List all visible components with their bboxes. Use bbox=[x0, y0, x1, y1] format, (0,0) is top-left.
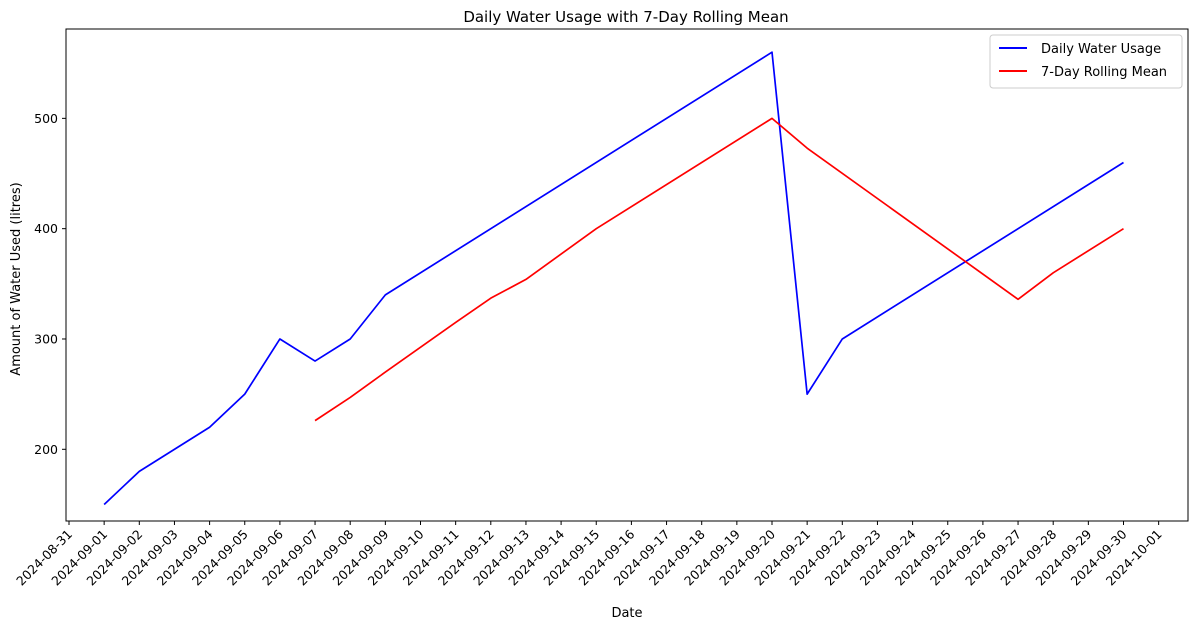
series-line-1 bbox=[314, 117, 1124, 422]
legend-frame bbox=[989, 34, 1183, 89]
chart-title: Daily Water Usage with 7-Day Rolling Mea… bbox=[463, 8, 788, 26]
y-tick-label: 400 bbox=[34, 221, 58, 236]
x-axis-label: Date bbox=[611, 606, 642, 621]
plot-frame bbox=[65, 28, 1189, 522]
y-tick-label: 500 bbox=[34, 111, 58, 126]
y-axis-ticks: 200 300 400 500 bbox=[34, 111, 66, 457]
y-axis-label: Amount of Water Used (litres) bbox=[9, 182, 24, 375]
legend-label-rolling-mean: 7-Day Rolling Mean bbox=[1041, 65, 1167, 80]
legend-label-daily-water-usage: Daily Water Usage bbox=[1041, 42, 1161, 57]
series-line-0 bbox=[103, 51, 1124, 506]
legend: Daily Water Usage 7-Day Rolling Mean bbox=[989, 34, 1183, 89]
y-tick-label: 200 bbox=[34, 442, 58, 457]
x-axis-ticks: 2024-08-312024-09-012024-09-022024-09-03… bbox=[13, 521, 1165, 588]
y-tick-label: 300 bbox=[34, 331, 58, 346]
series-layer bbox=[103, 51, 1124, 506]
